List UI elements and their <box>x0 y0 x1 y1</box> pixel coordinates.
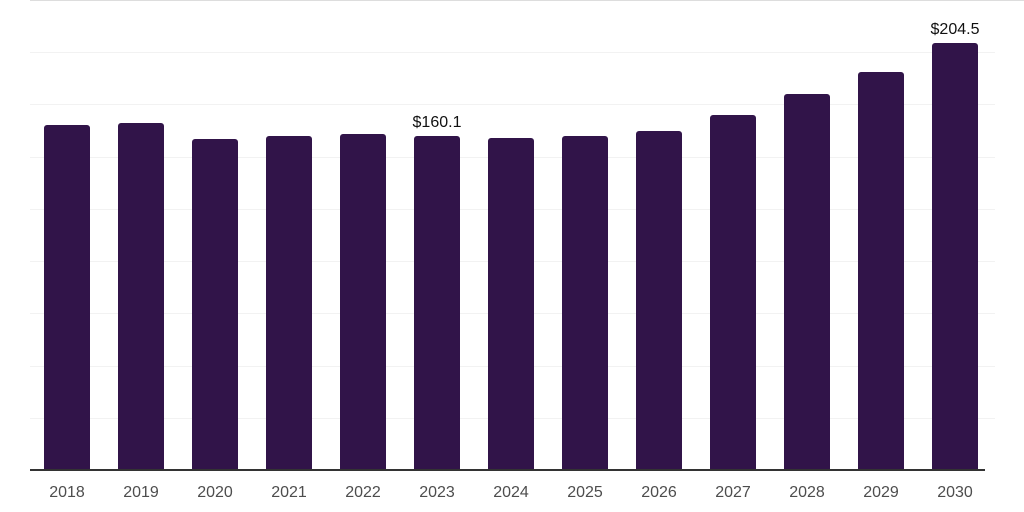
x-tick-2028: 2028 <box>789 484 825 501</box>
x-tick-2018: 2018 <box>49 484 85 501</box>
x-tick-2029: 2029 <box>863 484 899 501</box>
bar-2024 <box>488 138 534 470</box>
x-tick-2020: 2020 <box>197 484 233 501</box>
bar-2019 <box>118 123 164 470</box>
x-tick-2019: 2019 <box>123 484 159 501</box>
x-axis-line <box>30 469 985 471</box>
bar-2020 <box>192 139 238 470</box>
bar-2029 <box>858 72 904 470</box>
bar-2030 <box>932 43 978 470</box>
gridline <box>30 104 995 105</box>
x-tick-2026: 2026 <box>641 484 677 501</box>
bar-2025 <box>562 136 608 470</box>
data-label-2030: $204.5 <box>930 21 980 38</box>
x-tick-2023: 2023 <box>419 484 455 501</box>
data-label-2023: $160.1 <box>412 114 462 131</box>
x-tick-2025: 2025 <box>567 484 603 501</box>
gridline <box>30 52 995 53</box>
x-tick-2021: 2021 <box>271 484 307 501</box>
x-tick-2030: 2030 <box>937 484 973 501</box>
bar-2021 <box>266 136 312 470</box>
bar-2028 <box>784 94 830 470</box>
x-tick-2024: 2024 <box>493 484 529 501</box>
bar-2022 <box>340 134 386 470</box>
bar-2027 <box>710 115 756 470</box>
bar-2023 <box>414 136 460 470</box>
bar-2026 <box>636 131 682 470</box>
bar-2018 <box>44 125 90 470</box>
plot-top-border <box>30 0 1024 1</box>
x-tick-2027: 2027 <box>715 484 751 501</box>
x-tick-2022: 2022 <box>345 484 381 501</box>
